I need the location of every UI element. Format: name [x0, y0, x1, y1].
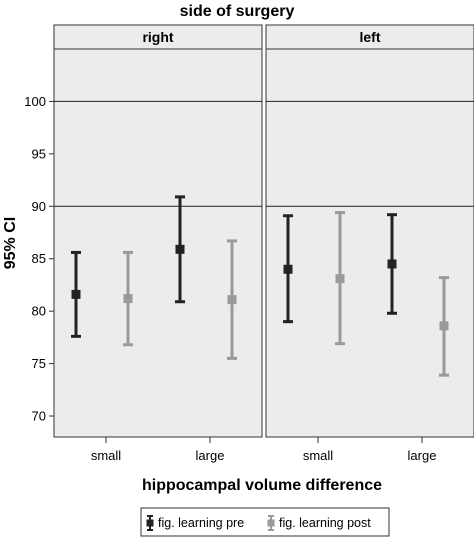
panel-left: left small large: [265, 24, 474, 463]
errorbar-fig-learning-post-right-small: [123, 250, 133, 347]
panels-layer: right small large left small large: [53, 24, 474, 463]
panel-right: right small large: [53, 24, 263, 463]
legend-label: fig. learning post: [279, 516, 371, 530]
y-tick-label: 70: [32, 409, 46, 424]
y-axis: 70 75 80 85 90 95 100: [24, 94, 54, 424]
y-tick-label: 85: [32, 251, 46, 266]
strip-background: [265, 24, 474, 50]
errorbar-fig-learning-post-left-small: [335, 211, 345, 346]
legend-box: [140, 507, 390, 537]
legend-swatch-marker: [146, 519, 154, 527]
y-tick-label: 90: [32, 199, 46, 214]
y-tick-label: 80: [32, 304, 46, 319]
mean-marker: [175, 244, 185, 254]
legend-item-fig-learning-pre: fig. learning pre: [146, 515, 244, 531]
mean-marker: [439, 321, 449, 331]
legend: fig. learning pre fig. learning post: [140, 507, 390, 537]
legend-swatch-marker: [267, 519, 275, 527]
plot-area: [53, 48, 263, 438]
y-tick-label: 100: [24, 94, 46, 109]
x-tick-label: large: [408, 448, 437, 463]
errorbar-fig-learning-pre-left-small: [283, 214, 293, 324]
errorbar-fig-learning-post-right-large: [227, 239, 237, 360]
mean-marker: [123, 294, 133, 304]
plot-area: [265, 48, 474, 438]
mean-marker: [335, 274, 345, 284]
y-axis-title: 95% CI: [2, 217, 19, 269]
legend-item-fig-learning-post: fig. learning post: [267, 515, 371, 531]
mean-marker: [387, 259, 397, 269]
strip-background: [53, 24, 263, 50]
x-tick-label: small: [91, 448, 121, 463]
y-tick-label: 75: [32, 356, 46, 371]
panel-label: left: [360, 29, 381, 45]
mean-marker: [71, 289, 81, 299]
mean-marker: [283, 264, 293, 274]
x-tick-label: large: [196, 448, 225, 463]
errorbar-fig-learning-post-left-large: [439, 276, 449, 377]
errorbar-fig-learning-pre-right-small: [71, 250, 81, 338]
errorbar-fig-learning-pre-right-large: [175, 195, 185, 304]
x-axis-title: hippocampal volume difference: [142, 477, 382, 494]
chart-title: side of surgery: [180, 3, 295, 20]
errorbar-fig-learning-pre-left-large: [387, 213, 397, 315]
mean-marker: [227, 295, 237, 305]
x-tick-label: small: [303, 448, 333, 463]
legend-label: fig. learning pre: [158, 516, 244, 530]
y-tick-label: 95: [32, 146, 46, 161]
panel-label: right: [142, 29, 173, 45]
